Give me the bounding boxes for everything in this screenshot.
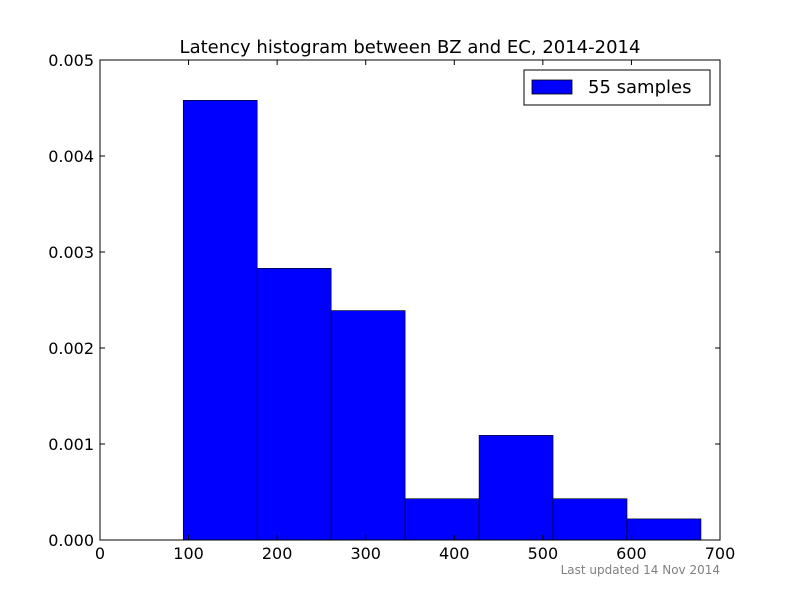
x-tick-label: 100: [173, 544, 204, 563]
y-tick-label: 0.001: [48, 435, 94, 454]
histogram-bar-1: [182, 100, 258, 541]
histogram-bar-6: [552, 498, 628, 541]
footer-note: Last updated 14 Nov 2014: [561, 563, 720, 577]
histogram-bar-4: [404, 498, 480, 541]
legend: 55 samples: [523, 69, 711, 106]
plot-area: 0 100 200 300 400 500 600 700 0.000 0.001 0.002 0.0…: [48, 51, 735, 563]
bars-group: [182, 100, 702, 541]
y-tick-label: 0.005: [48, 51, 94, 70]
y-tick-label: 0.004: [48, 147, 94, 166]
x-tick-label: 200: [262, 544, 293, 563]
legend-swatch: [531, 79, 573, 95]
x-tick-label: 700: [705, 544, 736, 563]
y-tick-label: 0.002: [48, 339, 94, 358]
x-tick-label: 500: [528, 544, 559, 563]
axes-frame: [99, 59, 721, 541]
x-tick-label: 400: [439, 544, 470, 563]
x-tick-label: 300: [350, 544, 381, 563]
histogram-bar-3: [330, 310, 406, 541]
histogram-bar-5: [478, 435, 554, 541]
y-tick-label: 0.003: [48, 243, 94, 262]
histogram-bar-7: [626, 518, 702, 541]
histogram-bar-2: [256, 268, 332, 541]
ticks-group: [99, 59, 721, 541]
tick-labels-group: 0 100 200 300 400 500 600 700 0.000 0.001 0.002 0.0…: [48, 51, 735, 563]
y-tick-label: 0.000: [48, 531, 94, 550]
x-tick-label: 0: [95, 544, 105, 563]
legend-label: 55 samples: [588, 77, 691, 98]
chart-title: Latency histogram between BZ and EC, 201…: [180, 37, 641, 58]
x-tick-label: 600: [616, 544, 647, 563]
